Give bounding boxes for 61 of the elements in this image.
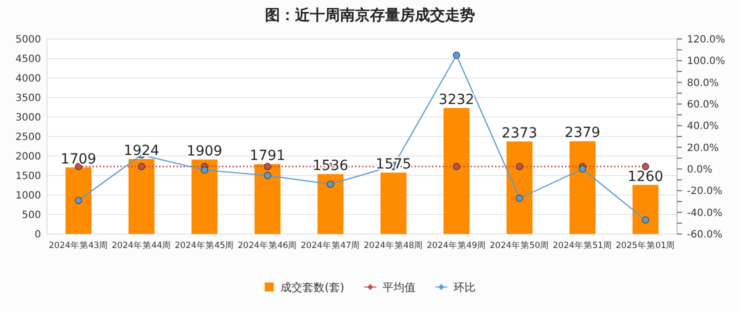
data-label: 1909 xyxy=(186,144,222,160)
y2-tick-label: -20.0% xyxy=(687,186,722,198)
y-tick-label: 3000 xyxy=(16,112,41,124)
legend-label: 成交套数(套) xyxy=(280,281,344,294)
chart-title: 图：近十周南京存量房成交走势 xyxy=(265,6,475,24)
data-label: 1709 xyxy=(60,151,96,168)
y-tick-label: 2000 xyxy=(16,152,41,162)
bar xyxy=(192,160,218,234)
bar xyxy=(254,164,280,234)
x-tick-label: 2024年第47周 xyxy=(300,240,360,251)
legend-label: 环比 xyxy=(453,281,476,294)
point xyxy=(452,52,460,59)
bar xyxy=(318,174,344,234)
bar xyxy=(632,184,658,234)
bar xyxy=(570,141,596,234)
data-label: 3232 xyxy=(438,92,474,108)
y-tick-label: 500 xyxy=(22,210,41,221)
y2-tick-label: 60.0% xyxy=(687,100,719,110)
y2-tick-label: -40.0% xyxy=(687,208,722,219)
y2-tick-label: 20.0% xyxy=(687,142,719,154)
bar xyxy=(506,141,532,234)
x-tick-label: 2024年第50周 xyxy=(490,240,550,251)
point xyxy=(516,194,524,202)
y-tick-label: 5000 xyxy=(16,34,41,46)
x-tick-label: 2024年第43周 xyxy=(48,240,108,251)
legend-label: 平均值 xyxy=(382,281,416,294)
bar xyxy=(128,158,154,234)
y-tick-label: 1000 xyxy=(16,190,41,202)
point xyxy=(642,216,650,224)
x-tick-label: 2024年第51周 xyxy=(552,240,612,251)
y2-tick-label: 40.0% xyxy=(687,121,719,132)
y2-tick-label: 80.0% xyxy=(687,78,719,89)
y-tick-label: 4000 xyxy=(16,74,41,84)
point xyxy=(264,172,272,180)
data-label: 2379 xyxy=(564,125,600,142)
bar xyxy=(66,167,92,234)
y-tick-label: 2500 xyxy=(16,132,41,143)
data-label: 2373 xyxy=(502,125,538,142)
point xyxy=(578,165,586,173)
y2-tick-label: -60.0% xyxy=(687,230,722,240)
x-tick-label: 2025年第01周 xyxy=(616,240,676,251)
y-tick-label: 4500 xyxy=(16,54,41,65)
bar xyxy=(380,172,406,234)
y2-tick-label: 100.0% xyxy=(687,56,726,68)
point xyxy=(326,180,334,188)
y-tick-label: 1500 xyxy=(16,171,41,182)
y-tick-label: 3500 xyxy=(16,93,41,104)
point xyxy=(74,196,82,204)
x-tick-label: 2024年第49周 xyxy=(426,240,486,251)
x-tick-label: 2024年第46周 xyxy=(238,240,298,251)
x-tick-label: 2024年第45周 xyxy=(174,240,234,251)
y-tick-label: 0 xyxy=(34,230,41,240)
y2-tick-label: 0.0% xyxy=(687,164,712,176)
x-tick-label: 2024年第48周 xyxy=(364,240,424,251)
x-tick-label: 2024年第44周 xyxy=(112,240,172,251)
data-label: 1260 xyxy=(628,168,664,185)
y2-tick-label: 120.0% xyxy=(687,34,726,46)
point xyxy=(200,166,208,174)
data-label: 1924 xyxy=(124,142,160,159)
bar xyxy=(444,108,470,234)
data-label: 1791 xyxy=(250,148,286,164)
